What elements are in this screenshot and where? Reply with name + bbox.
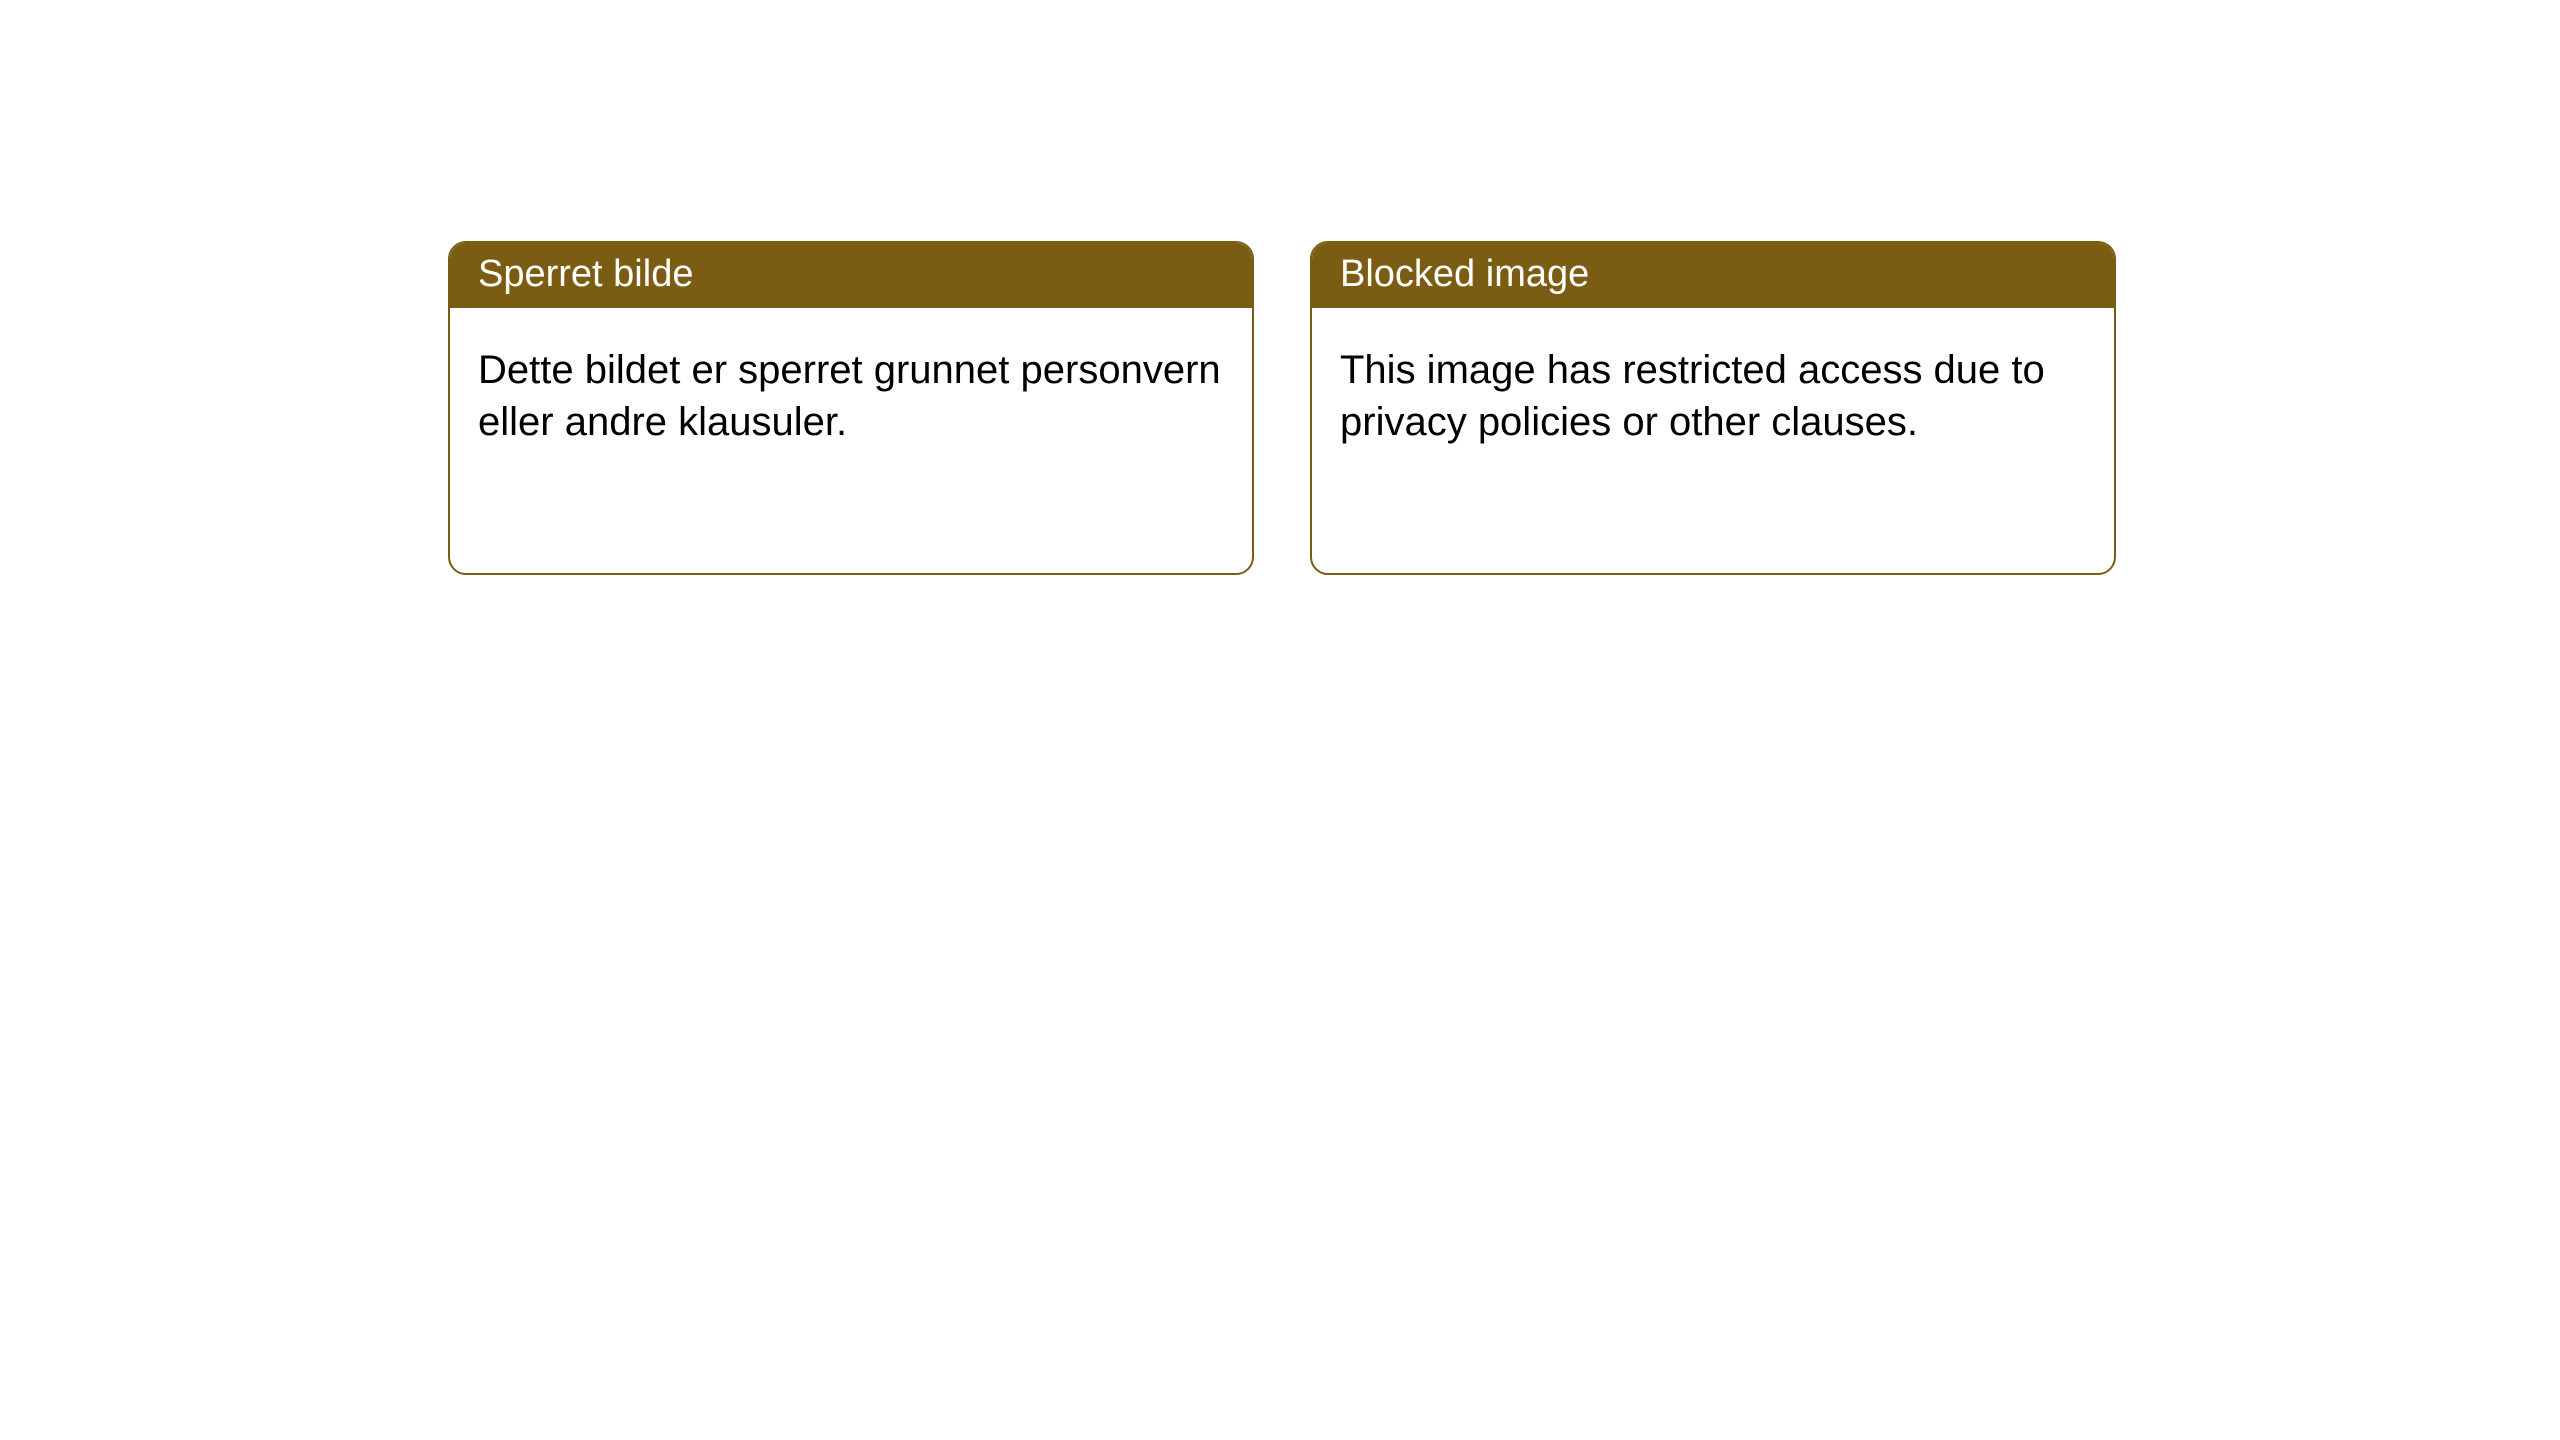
notice-body: Dette bildet er sperret grunnet personve… bbox=[450, 308, 1252, 476]
notice-header: Sperret bilde bbox=[450, 243, 1252, 308]
notice-card-norwegian: Sperret bilde Dette bildet er sperret gr… bbox=[448, 241, 1254, 575]
notice-container: Sperret bilde Dette bildet er sperret gr… bbox=[0, 0, 2560, 575]
notice-card-english: Blocked image This image has restricted … bbox=[1310, 241, 2116, 575]
notice-body: This image has restricted access due to … bbox=[1312, 308, 2114, 476]
notice-header: Blocked image bbox=[1312, 243, 2114, 308]
